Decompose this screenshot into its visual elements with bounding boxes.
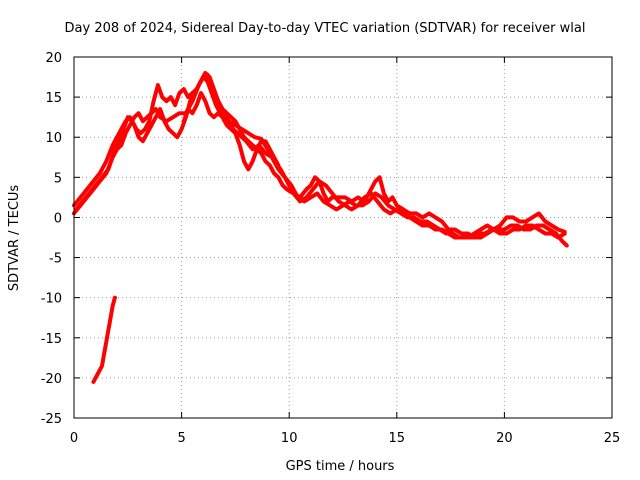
axis-ticks: 0 5 10 15 20 25 -25 -20 -15 -10 -5 0 5 10 15 20 bbox=[41, 51, 621, 446]
x-tick-label: 10 bbox=[281, 431, 298, 446]
data-series bbox=[72, 71, 569, 384]
y-tick-label: 0 bbox=[54, 211, 62, 226]
y-tick-label: -15 bbox=[41, 332, 62, 347]
series-track-1 bbox=[72, 72, 567, 240]
y-tick-label: 5 bbox=[54, 171, 62, 186]
y-tick-label: -5 bbox=[49, 252, 62, 267]
y-tick-label: 20 bbox=[45, 51, 62, 66]
series-track-2 bbox=[72, 75, 569, 248]
y-tick-label: -25 bbox=[41, 412, 62, 427]
plot-frame bbox=[73, 56, 613, 419]
y-axis-label: SDTVAR / TECUs bbox=[7, 185, 22, 292]
y-tick-label: -10 bbox=[41, 292, 62, 307]
x-tick-label: 5 bbox=[177, 431, 185, 446]
x-tick-label: 20 bbox=[496, 431, 513, 446]
series-track-5 bbox=[91, 295, 117, 384]
series-track-3 bbox=[74, 71, 567, 240]
x-axis-label: GPS time / hours bbox=[286, 459, 395, 474]
x-tick-label: 15 bbox=[389, 431, 406, 446]
series-track-4 bbox=[181, 91, 281, 172]
chart-title: Day 208 of 2024, Sidereal Day-to-day VTE… bbox=[65, 21, 586, 36]
x-tick-label: 25 bbox=[604, 431, 621, 446]
y-tick-label: 15 bbox=[45, 91, 62, 106]
grid bbox=[74, 57, 612, 418]
y-tick-label: -20 bbox=[41, 372, 62, 387]
y-tick-label: 10 bbox=[45, 131, 62, 146]
x-tick-label: 0 bbox=[70, 431, 78, 446]
